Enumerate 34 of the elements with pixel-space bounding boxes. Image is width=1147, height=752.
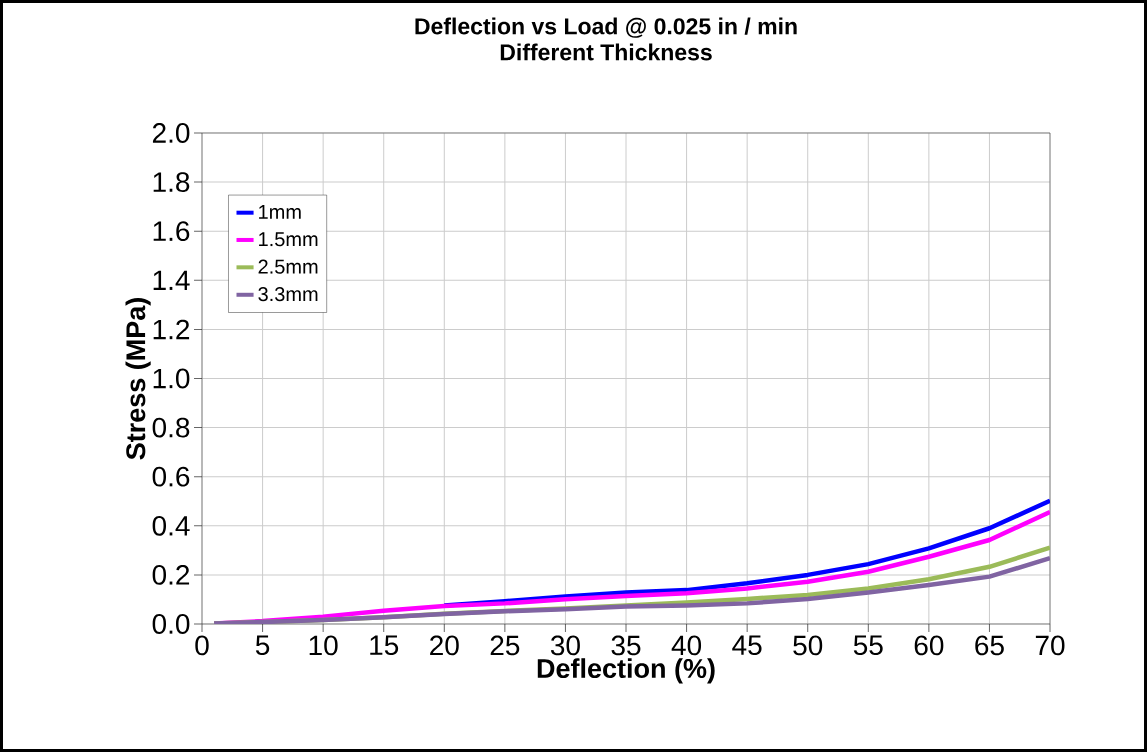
legend-label: 3.3mm xyxy=(258,287,318,302)
x-tick-label: 65 xyxy=(975,635,1004,656)
legend-label: 1.5mm xyxy=(259,232,318,247)
x-tick-label: 50 xyxy=(793,635,823,656)
y-tick-label: 1.8 xyxy=(153,172,190,192)
x-tick-label: 0 xyxy=(195,635,209,656)
x-tick-label: 40 xyxy=(671,635,702,656)
x-tick-label: 20 xyxy=(430,635,459,656)
y-tick-label: 1.2 xyxy=(153,319,190,340)
y-tick-label: 1.4 xyxy=(153,270,190,290)
x-tick-label: 30 xyxy=(550,635,580,656)
x-tick-label: 60 xyxy=(914,635,944,656)
y-tick-label: 1.0 xyxy=(153,368,190,389)
x-tick-label: 45 xyxy=(732,635,762,656)
x-tick-label: 5 xyxy=(255,635,270,656)
x-axis-title: Deflection (%) xyxy=(537,658,715,684)
legend-label: 1mm xyxy=(259,205,301,219)
y-tick-label: 0.8 xyxy=(152,417,190,438)
x-tick-label: 25 xyxy=(490,635,520,656)
x-tick-label: 15 xyxy=(370,635,399,656)
legend-label: 2.5mm xyxy=(258,259,318,274)
x-tick-label: 55 xyxy=(853,635,883,656)
x-tick-label: 70 xyxy=(1035,635,1065,656)
chart-title: Deflection vs Load @ 0.025 in / min xyxy=(415,17,797,38)
y-axis-title: Stress (MPa) xyxy=(125,298,151,460)
x-tick-label: 10 xyxy=(309,635,338,656)
chart-subtitle: Different Thickness xyxy=(500,43,712,61)
x-tick-label: 35 xyxy=(611,635,641,656)
y-tick-label: 0.0 xyxy=(152,614,190,634)
y-tick-label: 1.6 xyxy=(153,221,190,242)
y-tick-label: 0.4 xyxy=(152,515,190,536)
y-tick-label: 0.2 xyxy=(152,565,190,585)
y-tick-label: 2.0 xyxy=(152,123,190,143)
y-tick-label: 0.6 xyxy=(152,466,190,487)
